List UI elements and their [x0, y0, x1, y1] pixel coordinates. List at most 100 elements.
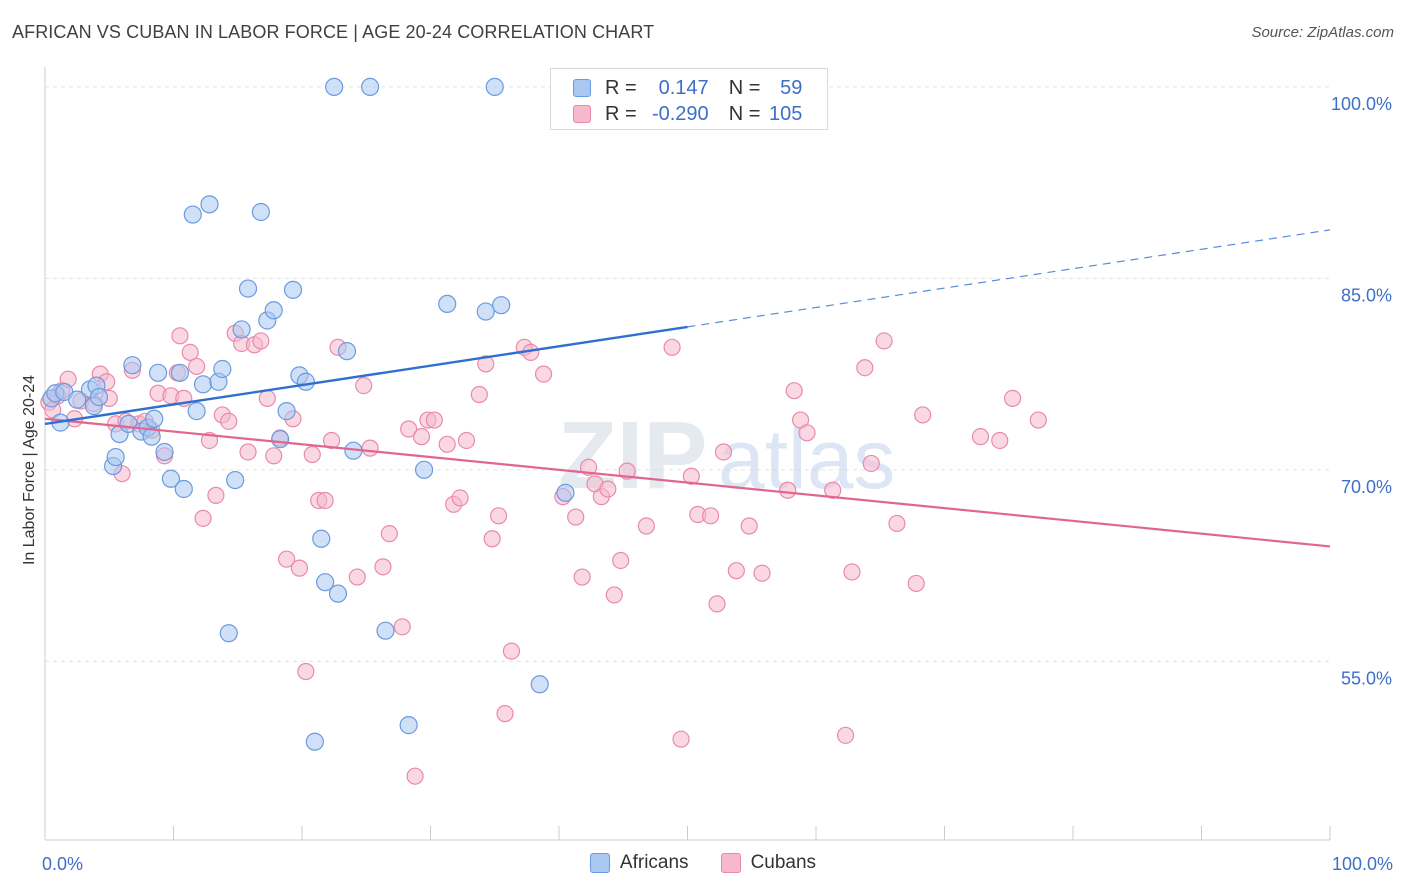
cubans-point — [843, 563, 861, 581]
x-tick-label: 0.0% — [42, 854, 83, 874]
cubans-point — [991, 431, 1009, 450]
africans-point — [399, 716, 418, 735]
cubans-point — [265, 447, 283, 465]
africans-point — [170, 363, 190, 382]
africans-point — [296, 372, 315, 391]
cubans-point — [258, 389, 276, 407]
africans-point — [271, 430, 290, 449]
cubans-r-value: -0.290 — [651, 102, 709, 125]
cubans-point — [727, 562, 745, 580]
cubans-point — [1029, 411, 1047, 429]
cubans-point — [252, 332, 270, 350]
cubans-point — [856, 359, 874, 377]
series-africans — [42, 77, 598, 751]
africans-swatch — [573, 79, 591, 97]
legend-row-cubans: R = -0.290 N = 105 — [573, 102, 802, 126]
africans-point — [200, 195, 219, 214]
africans-trend-extension — [687, 229, 1331, 328]
cubans-point — [171, 327, 189, 345]
cubans-r-label: R = — [605, 102, 637, 125]
cubans-point — [502, 642, 521, 660]
africans-point — [376, 621, 395, 640]
cubans-point — [914, 406, 932, 424]
africans-point — [187, 402, 206, 421]
cubans-point — [1004, 389, 1022, 407]
cubans-point — [599, 480, 617, 498]
africans-r-label: R = — [605, 76, 637, 99]
africans-point — [530, 675, 549, 694]
cubans-point — [220, 412, 238, 430]
cubans-point — [361, 439, 379, 457]
cubans-n-label: N = — [728, 102, 761, 125]
grid-lines — [45, 86, 1330, 662]
africans-point — [193, 375, 213, 394]
y-tick-label: 55.0% — [1341, 668, 1392, 688]
cubans-swatch — [573, 105, 591, 123]
africans-point — [361, 77, 380, 97]
cubans-point — [316, 491, 334, 510]
cubans-point — [412, 428, 431, 446]
africans-point — [556, 483, 575, 502]
y-tick-label: 70.0% — [1341, 477, 1392, 497]
africans-point — [68, 390, 87, 409]
cubans-point — [438, 435, 456, 453]
cubans-point — [779, 481, 797, 499]
africans-point — [226, 470, 245, 490]
cubans-point — [290, 559, 309, 577]
africans-point — [325, 77, 344, 97]
axes — [44, 67, 1331, 841]
cubans-point — [785, 382, 803, 400]
y-tick-label: 100.0% — [1331, 94, 1392, 114]
cubans-point — [798, 424, 816, 442]
legend-item-africans[interactable]: Africans — [589, 852, 689, 874]
africans-point — [337, 342, 357, 361]
cubans-legend-swatch — [720, 853, 741, 873]
series-legend: Africans Cubans — [0, 852, 1406, 874]
cubans-point — [496, 705, 514, 723]
africans-point — [183, 205, 202, 224]
cubans-point — [406, 767, 424, 785]
cubans-trend-line — [44, 417, 1331, 548]
x-tick-label: 100.0% — [1332, 854, 1393, 874]
cubans-point — [888, 514, 906, 533]
cubans-point — [239, 443, 257, 461]
cubans-point — [862, 454, 880, 473]
cubans-point — [567, 508, 585, 526]
cubans-point — [194, 509, 212, 527]
africans-point — [232, 320, 251, 339]
cubans-point — [740, 517, 758, 535]
chart-title: AFRICAN VS CUBAN IN LABOR FORCE | AGE 20… — [12, 22, 655, 42]
cubans-point — [477, 355, 495, 373]
legend-item-cubans[interactable]: Cubans — [720, 852, 817, 874]
cubans-point — [875, 332, 893, 350]
trend-lines — [44, 229, 1331, 548]
africans-point — [492, 296, 511, 315]
africans-point — [485, 77, 504, 97]
africans-point — [316, 573, 335, 592]
africans-point — [89, 387, 109, 407]
africans-point — [438, 294, 457, 314]
africans-n-label: N = — [728, 76, 761, 99]
cubans-point — [188, 357, 206, 376]
series-cubans — [40, 324, 1047, 785]
source-label: Source: ZipAtlas.com — [1251, 24, 1394, 41]
cubans-point — [483, 530, 501, 548]
cubans-point — [971, 428, 990, 446]
cubans-legend-label: Cubans — [750, 852, 817, 873]
watermark-zip: ZIP — [558, 402, 707, 509]
cubans-point — [374, 558, 392, 576]
africans-r-value: 0.147 — [658, 76, 709, 99]
africans-point — [476, 302, 495, 321]
y-tick-label: 85.0% — [1341, 285, 1392, 305]
cubans-n-value: 105 — [769, 102, 803, 125]
tick-labels: 100.0% 85.0% 70.0% 55.0% 0.0% 100.0% — [42, 94, 1393, 874]
cubans-point — [348, 568, 366, 586]
cubans-point — [451, 489, 469, 507]
cubans-point — [277, 550, 296, 568]
africans-point — [106, 447, 125, 467]
africans-point — [328, 584, 348, 603]
africans-n-value: 59 — [780, 76, 803, 99]
cubans-point — [708, 595, 726, 613]
cubans-point — [663, 338, 681, 356]
cubans-point — [490, 507, 508, 525]
